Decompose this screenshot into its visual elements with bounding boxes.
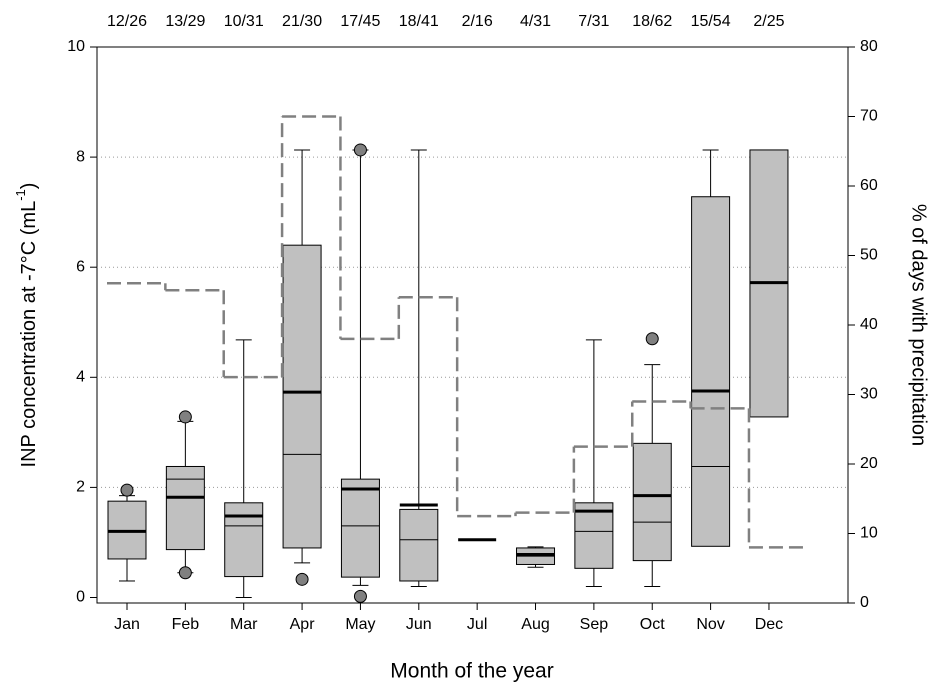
y-tick-label: 2 [76, 479, 85, 496]
y2-tick-label: 70 [860, 108, 878, 125]
x-tick-label: Aug [521, 616, 549, 633]
y2-tick-label: 10 [860, 525, 878, 542]
plot-frame [96, 46, 849, 604]
box [165, 465, 205, 551]
y-tick-label: 10 [67, 38, 85, 55]
box [282, 244, 322, 549]
y2-tick-label: 0 [860, 594, 869, 611]
y-axis-label: INP concentration at -7°C (mL-1) [13, 183, 40, 468]
top-label: 2/25 [753, 13, 784, 30]
top-label: 18/62 [632, 13, 672, 30]
box [224, 502, 264, 578]
x-tick-label: Oct [640, 616, 665, 633]
y2-tick-label: 80 [860, 38, 878, 55]
top-label: 4/31 [520, 13, 551, 30]
x-tick-label: May [345, 616, 375, 633]
y2-tick-label: 20 [860, 455, 878, 472]
y-label-text: INP concentration at -7°C (mL [18, 201, 40, 468]
x-tick-label: Feb [172, 616, 200, 633]
top-label: 21/30 [282, 13, 322, 30]
x-tick-label: Jul [467, 616, 487, 633]
outlier [178, 410, 192, 424]
y-label-suffix: ) [18, 183, 40, 190]
outlier [353, 589, 367, 603]
y-tick-label: 8 [76, 148, 85, 165]
outlier [120, 483, 134, 497]
y-tick-label: 6 [76, 258, 85, 275]
top-label: 7/31 [578, 13, 609, 30]
x-tick-label: Nov [696, 616, 724, 633]
y2-tick-label: 40 [860, 316, 878, 333]
top-label: 18/41 [399, 13, 439, 30]
outlier [353, 143, 367, 157]
top-label: 17/45 [340, 13, 380, 30]
x-tick-label: Dec [755, 616, 783, 633]
top-label: 2/16 [462, 13, 493, 30]
y-tick-label: 0 [76, 589, 85, 606]
x-tick-label: Jan [114, 616, 140, 633]
top-label: 10/31 [224, 13, 264, 30]
top-label: 15/54 [691, 13, 731, 30]
y2-axis-label: % of days with precipitation [908, 204, 930, 446]
box [399, 508, 439, 582]
box [691, 196, 731, 547]
x-tick-label: Jun [406, 616, 432, 633]
box [574, 502, 614, 569]
outlier [178, 566, 192, 580]
y2-tick-label: 30 [860, 386, 878, 403]
x-tick-label: Mar [230, 616, 258, 633]
y-label-superscript: -1 [13, 189, 28, 201]
y2-tick-label: 50 [860, 247, 878, 264]
y2-tick-label: 60 [860, 177, 878, 194]
x-tick-label: Apr [290, 616, 316, 633]
x-tick-label: Sep [580, 616, 609, 633]
top-label: 12/26 [107, 13, 147, 30]
y-tick-label: 4 [76, 369, 85, 386]
x-axis-label: Month of the year [390, 660, 553, 683]
box [340, 478, 380, 578]
outlier [295, 572, 309, 586]
outlier [645, 332, 659, 346]
top-label: 13/29 [165, 13, 205, 30]
box [632, 442, 672, 562]
